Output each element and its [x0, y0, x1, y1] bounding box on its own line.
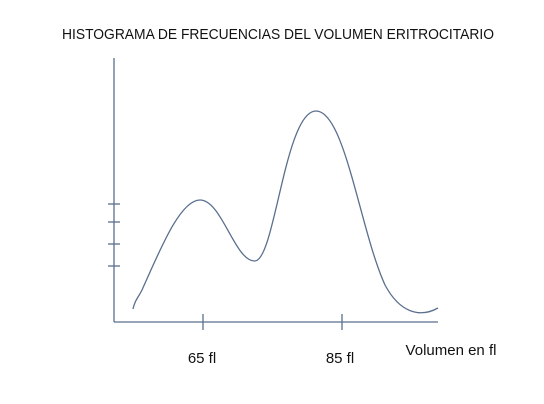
x-tick-label: 85 fl — [326, 350, 354, 367]
x-axis-label: Volumen en fl — [406, 342, 497, 359]
title: HISTOGRAMA DE FRECUENCIAS DEL VOLUMEN ER… — [62, 26, 494, 43]
distribution-curve — [132, 110, 439, 314]
x-tick-label: 65 fl — [188, 350, 216, 367]
